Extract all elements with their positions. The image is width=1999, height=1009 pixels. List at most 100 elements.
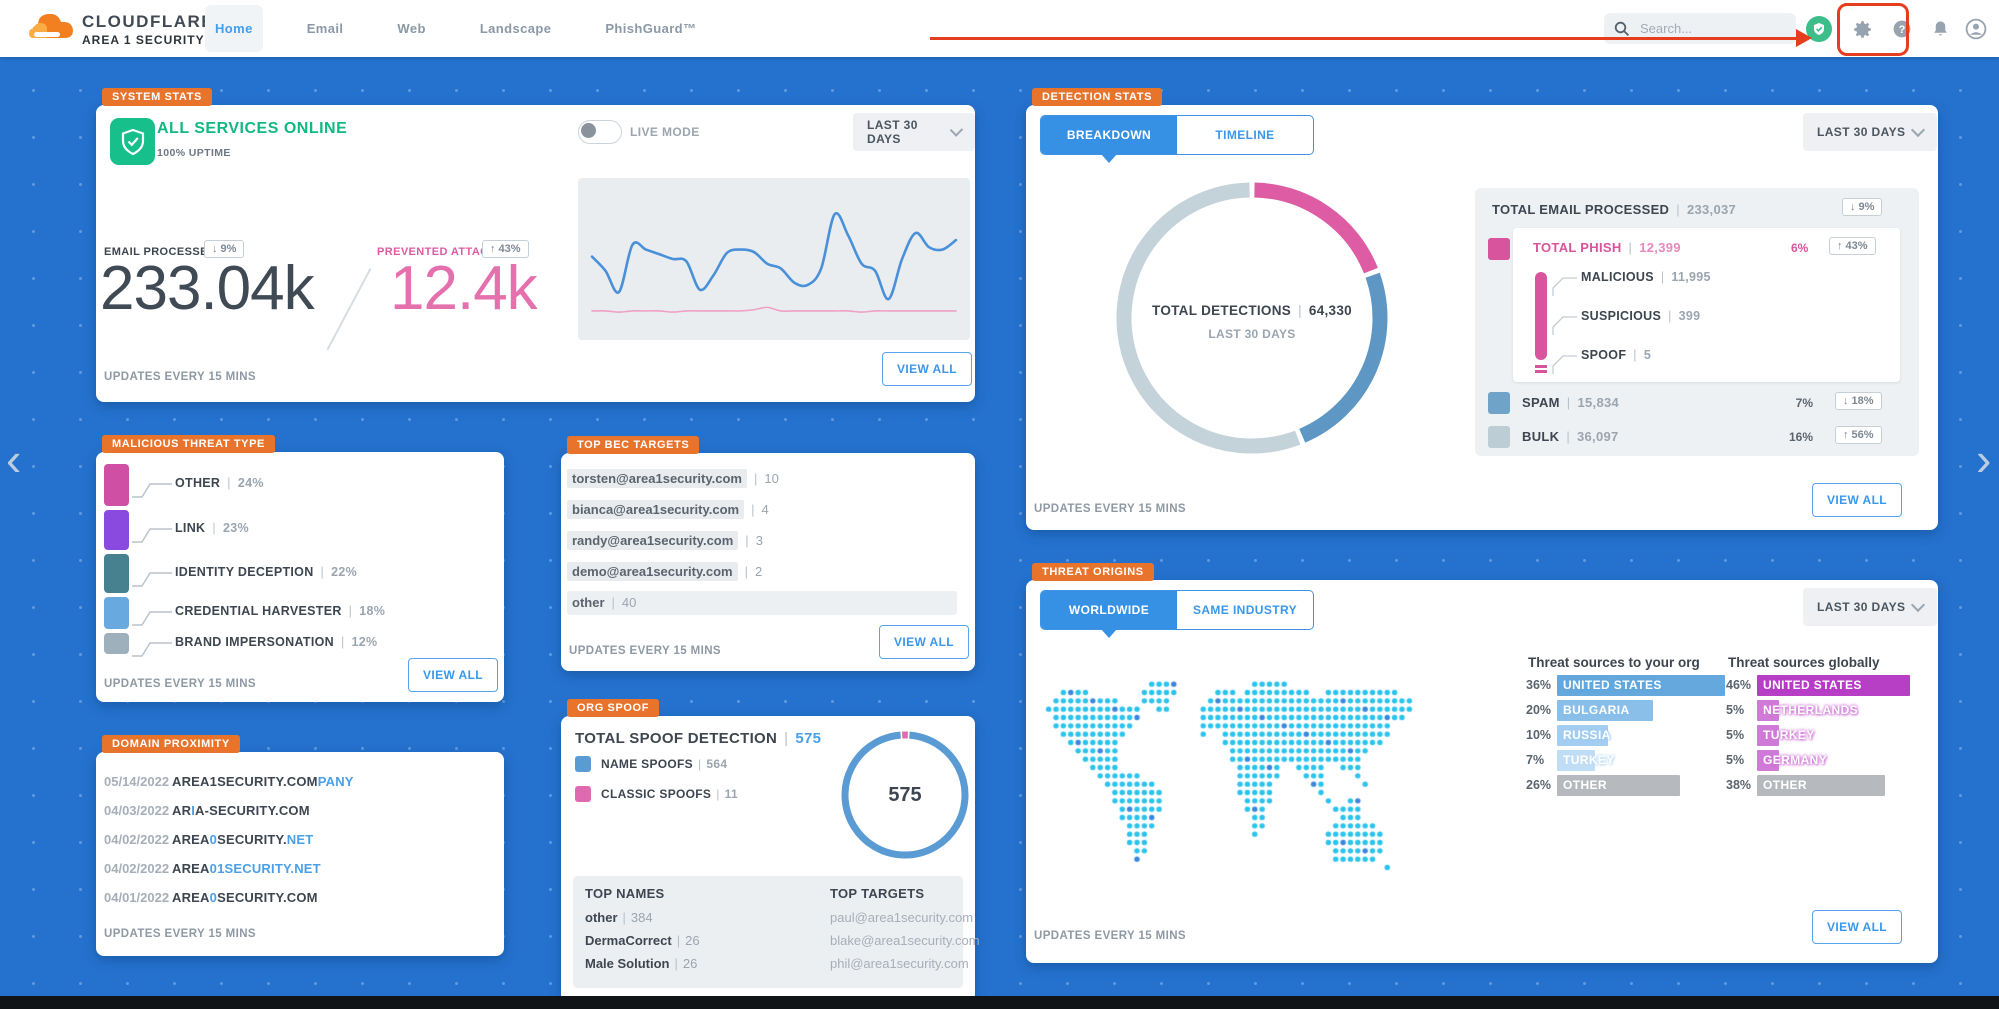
threat-type-row: LINK | 23% (175, 521, 249, 535)
system-stats-card: SYSTEM STATS ALL SERVICES ONLINE 100% UP… (96, 88, 975, 402)
bec-target-row: demo@area1security.com | 2 (567, 560, 762, 584)
nav-item-phishguard[interactable]: PhishGuard™ (605, 21, 697, 36)
detection-row-value: 36,097 (1577, 429, 1619, 444)
threat-type-legend: OTHER | 24% LINK | 23% IDENTITY DECEPTION | 22% C… (96, 452, 504, 702)
domain-name: ARIA-SECURITY.COM (172, 803, 310, 818)
view-all-button[interactable]: VIEW ALL (408, 658, 498, 692)
carousel-left-chevron[interactable]: ‹ (6, 433, 22, 485)
phish-sub-label: MALICIOUS (1581, 270, 1654, 284)
range-label: LAST 30 DAYS (1817, 600, 1906, 614)
domain-part: A-SECURITY.COM (195, 803, 310, 818)
bec-target-row: randy@area1security.com | 3 (567, 529, 763, 553)
threat-type-pct: 24% (237, 476, 264, 490)
cloudflare-logo-icon (29, 13, 73, 38)
range-dropdown[interactable]: LAST 30 DAYS (853, 113, 975, 151)
org-pct: 36% (1526, 678, 1552, 692)
view-all-button[interactable]: VIEW ALL (1812, 483, 1902, 517)
phish-sub-row: MALICIOUS | 11,995 (1581, 270, 1711, 284)
phish-sub-row: SPOOF | 5 (1581, 348, 1651, 362)
view-all-button[interactable]: VIEW ALL (879, 625, 969, 659)
carousel-right-chevron[interactable]: › (1976, 433, 1992, 485)
threat-type-label: BRAND IMPERSONATION (175, 634, 334, 649)
connector-line (1552, 355, 1577, 374)
view-all-button[interactable]: VIEW ALL (882, 352, 972, 386)
top-name-count: 384 (630, 910, 653, 925)
top-targets-header: TOP TARGETS (830, 886, 925, 901)
domain-row: 04/01/2022 AREA0SECURITY.COM (104, 890, 318, 905)
threat-type-row: CREDENTIAL HARVESTER | 18% (175, 604, 385, 618)
domain-date: 04/03/2022 (104, 803, 170, 818)
org-sources-header: Threat sources to your org (1528, 655, 1700, 670)
global-sources-header: Threat sources globally (1728, 655, 1880, 670)
world-dot-map (1045, 680, 1413, 880)
user-avatar-icon[interactable] (1964, 17, 1988, 41)
tab-same-industry[interactable]: SAME INDUSTRY (1192, 603, 1298, 617)
nav-item-email[interactable]: Email (306, 21, 344, 36)
threat-type-pct: 23% (222, 521, 249, 535)
card-tag: SYSTEM STATS (102, 88, 212, 106)
services-shield-icon (110, 118, 155, 165)
live-mode-toggle[interactable] (578, 120, 622, 144)
nav-item-web[interactable]: Web (397, 21, 426, 36)
tab-timeline[interactable]: TIMELINE (1215, 128, 1275, 142)
separator: | (622, 910, 626, 925)
threat-type-swatch (104, 554, 129, 593)
tab-worldwide[interactable]: WORLDWIDE (1041, 591, 1177, 638)
bec-target-row: torsten@area1security.com | 10 (567, 467, 779, 491)
domain-row: 04/03/2022 ARIA-SECURITY.COM (104, 803, 310, 818)
annotation-arrowhead (1796, 29, 1812, 47)
nav-item-home[interactable]: Home (205, 5, 263, 52)
annotation-red-line (930, 37, 1798, 40)
spoof-donut-center-value: 575 (888, 784, 922, 806)
detection-row-pct: 7% (1795, 396, 1813, 410)
notifications-bell-icon[interactable] (1928, 17, 1952, 41)
updates-note: UPDATES EVERY 15 MINS (1034, 930, 1186, 942)
card-tag: ORG SPOOF (567, 699, 660, 717)
updates-note: UPDATES EVERY 15 MINS (104, 928, 256, 940)
top-target-row: blake@area1security.com (830, 933, 980, 948)
card-tag: THREAT ORIGINS (1032, 563, 1154, 581)
phish-sub-value: 11,995 (1671, 270, 1711, 284)
top-target-row: paul@area1security.com (830, 910, 974, 925)
prevented-attacks-value: 12.4k (390, 254, 538, 323)
range-dropdown[interactable]: LAST 30 DAYS (1803, 113, 1938, 151)
domain-part: AREA1SECURITY.COM (172, 774, 318, 789)
total-email-value: 233,037 (1686, 202, 1737, 217)
total-phish-row: TOTAL PHISH | 12,399 (1533, 240, 1681, 255)
threat-type-swatch (104, 597, 129, 629)
view-all-button[interactable]: VIEW ALL (1812, 910, 1902, 944)
global-pct: 5% (1726, 753, 1745, 767)
bec-target-count: 2 (754, 564, 763, 579)
bec-target-count: 3 (755, 533, 763, 548)
donut-center-text: TOTAL DETECTIONS | 64,330 (1112, 303, 1392, 318)
separator: | (744, 564, 748, 579)
org-pct: 26% (1526, 778, 1552, 792)
phish-legend-swatch (1488, 238, 1510, 260)
divider-slash (326, 268, 372, 350)
domain-name: AREA01SECURITY.NET (172, 861, 321, 876)
range-dropdown[interactable]: LAST 30 DAYS (1803, 588, 1938, 626)
main-nav: Home Email Web Landscape PhishGuard™ (205, 0, 706, 57)
domain-part: SECURITY.COM (217, 890, 318, 905)
org-bar-united-states: UNITED STATES (1557, 675, 1725, 696)
settings-gear-icon[interactable] (1850, 17, 1874, 41)
spoof-legend-row: CLASSIC SPOOFS | 11 (575, 786, 738, 802)
nav-item-landscape[interactable]: Landscape (479, 21, 552, 36)
separator: | (1566, 395, 1571, 410)
detection-row-delta-badge: ↑ 56% (1835, 426, 1882, 444)
phish-bar-dash (1535, 365, 1547, 368)
top-name-count: 26 (685, 933, 700, 948)
separator: | (676, 933, 681, 948)
domain-part: SECURITY. (217, 832, 287, 847)
phish-sub-row: SUSPICIOUS | 399 (1581, 309, 1700, 323)
range-label: LAST 30 DAYS (1817, 125, 1906, 139)
legend-value: 11 (724, 787, 738, 801)
org-sources-bars: 36% UNITED STATES 20% BULGARIA 10% RUSSIA 7% TU… (1026, 580, 1938, 963)
annotation-highlight-rect (1837, 3, 1909, 56)
search-input[interactable] (1638, 20, 1782, 37)
prevented-attacks-delta-badge: ↑ 43% (482, 240, 529, 258)
top-name-row: other | 384 (585, 910, 653, 925)
threat-type-label: LINK (175, 521, 206, 535)
tab-breakdown[interactable]: BREAKDOWN (1041, 116, 1177, 163)
spoof-title: TOTAL SPOOF DETECTION | 575 (575, 730, 821, 747)
